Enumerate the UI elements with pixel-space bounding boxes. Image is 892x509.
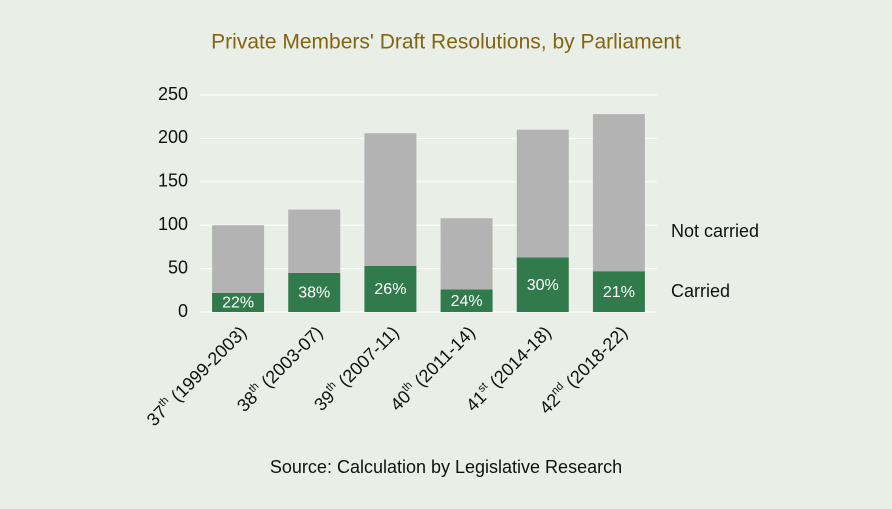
y-tick-label: 250 <box>158 84 188 104</box>
y-tick-label: 100 <box>158 214 188 234</box>
share-label: 38% <box>298 285 330 302</box>
source-note: Source: Calculation by Legislative Resea… <box>270 457 622 477</box>
bar-segment <box>288 209 341 273</box>
y-tick-label: 150 <box>158 171 188 191</box>
chart-title: Private Members' Draft Resolutions, by P… <box>211 31 681 54</box>
legend-label: Not carried <box>671 221 759 241</box>
bar-segment <box>516 257 569 312</box>
bar-segment <box>212 292 265 312</box>
share-label: 30% <box>527 277 559 294</box>
bar-segment <box>592 114 645 272</box>
legend-label: Carried <box>671 281 730 301</box>
share-label: 22% <box>222 295 254 312</box>
y-tick-label: 50 <box>168 257 188 277</box>
bar-segment <box>516 129 569 258</box>
share-label: 26% <box>374 281 406 298</box>
bar-segment <box>212 225 265 293</box>
y-tick-label: 0 <box>178 301 188 321</box>
bar-segment <box>592 271 645 312</box>
share-label: 24% <box>451 293 483 310</box>
share-label: 21% <box>603 284 635 301</box>
bar-segment <box>364 265 417 312</box>
bar-segment <box>364 133 417 266</box>
y-tick-label: 200 <box>158 127 188 147</box>
bar-segment <box>288 272 341 312</box>
bar-segment <box>440 289 493 312</box>
bar-segment <box>440 218 493 290</box>
